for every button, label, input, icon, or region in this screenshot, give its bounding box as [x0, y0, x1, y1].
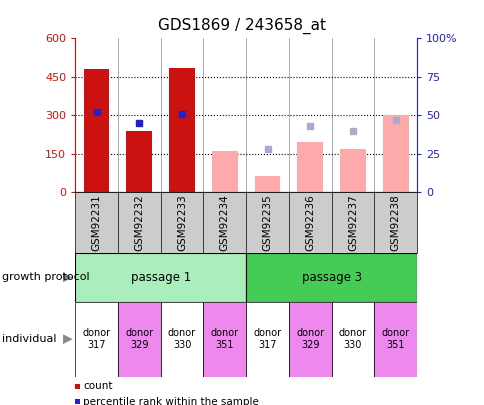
Text: GSM92235: GSM92235: [262, 194, 272, 251]
Text: individual: individual: [2, 334, 57, 344]
Bar: [254, 176, 280, 192]
Bar: [297, 142, 322, 192]
Bar: [126, 131, 152, 192]
Text: donor
329: donor 329: [125, 328, 153, 350]
Text: passage 3: passage 3: [301, 271, 361, 284]
Text: GSM92237: GSM92237: [348, 194, 357, 251]
Text: GSM92232: GSM92232: [134, 194, 144, 251]
Bar: [245, 253, 416, 302]
Text: GSM92234: GSM92234: [219, 194, 229, 251]
Text: GDS1869 / 243658_at: GDS1869 / 243658_at: [158, 18, 326, 34]
Bar: [382, 115, 408, 192]
Bar: [339, 149, 365, 192]
Text: donor
317: donor 317: [253, 328, 281, 350]
Bar: [169, 68, 195, 192]
Bar: [331, 302, 374, 377]
Bar: [160, 302, 203, 377]
Text: donor
351: donor 351: [210, 328, 238, 350]
Text: percentile rank within the sample: percentile rank within the sample: [83, 397, 259, 405]
Bar: [118, 302, 160, 377]
Text: GSM92231: GSM92231: [91, 194, 101, 251]
Text: growth protocol: growth protocol: [2, 273, 90, 282]
Bar: [212, 151, 237, 192]
Bar: [75, 302, 118, 377]
Bar: [245, 302, 288, 377]
Text: GSM92238: GSM92238: [390, 194, 400, 251]
Text: donor
330: donor 330: [167, 328, 196, 350]
Text: GSM92233: GSM92233: [177, 194, 187, 251]
Bar: [288, 302, 331, 377]
Text: donor
330: donor 330: [338, 328, 366, 350]
Bar: [75, 253, 245, 302]
Text: donor
317: donor 317: [82, 328, 110, 350]
Bar: [203, 302, 245, 377]
Bar: [374, 302, 416, 377]
Text: passage 1: passage 1: [130, 271, 190, 284]
Bar: [84, 69, 109, 192]
Text: donor
351: donor 351: [381, 328, 409, 350]
Text: GSM92236: GSM92236: [304, 194, 315, 251]
Text: donor
329: donor 329: [296, 328, 324, 350]
Text: count: count: [83, 382, 113, 391]
